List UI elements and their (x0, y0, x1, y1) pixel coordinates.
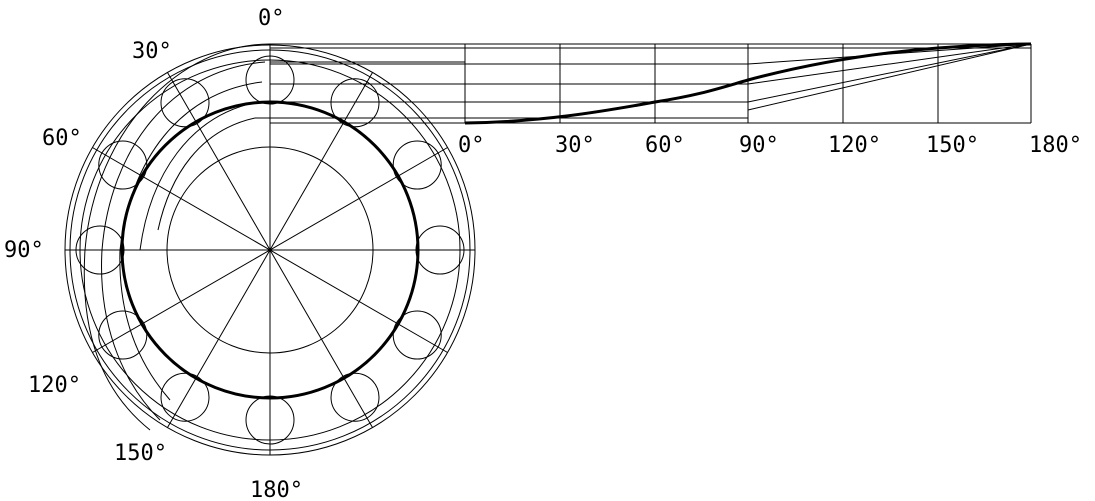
axis-label-180: 180° (1029, 133, 1082, 158)
axis-label-60: 60° (645, 133, 685, 158)
axis-label-30: 30° (555, 133, 595, 158)
circle-label-30: 30° (132, 39, 172, 64)
converge-line-2 (748, 44, 1031, 84)
axis-label-150: 150° (926, 133, 979, 158)
circle-label-150: 150° (114, 441, 167, 466)
axis-label-120: 120° (828, 133, 881, 158)
circle-label-60: 60° (42, 126, 82, 151)
circle-label-180: 180° (250, 478, 303, 501)
radial-lines (65, 45, 475, 455)
axis-label-0: 0° (458, 133, 485, 158)
axis-label-90: 90° (739, 133, 779, 158)
circle-label-90: 90° (4, 238, 44, 263)
circle-label-120: 120° (28, 373, 81, 398)
circle-label-0: 0° (258, 6, 285, 31)
